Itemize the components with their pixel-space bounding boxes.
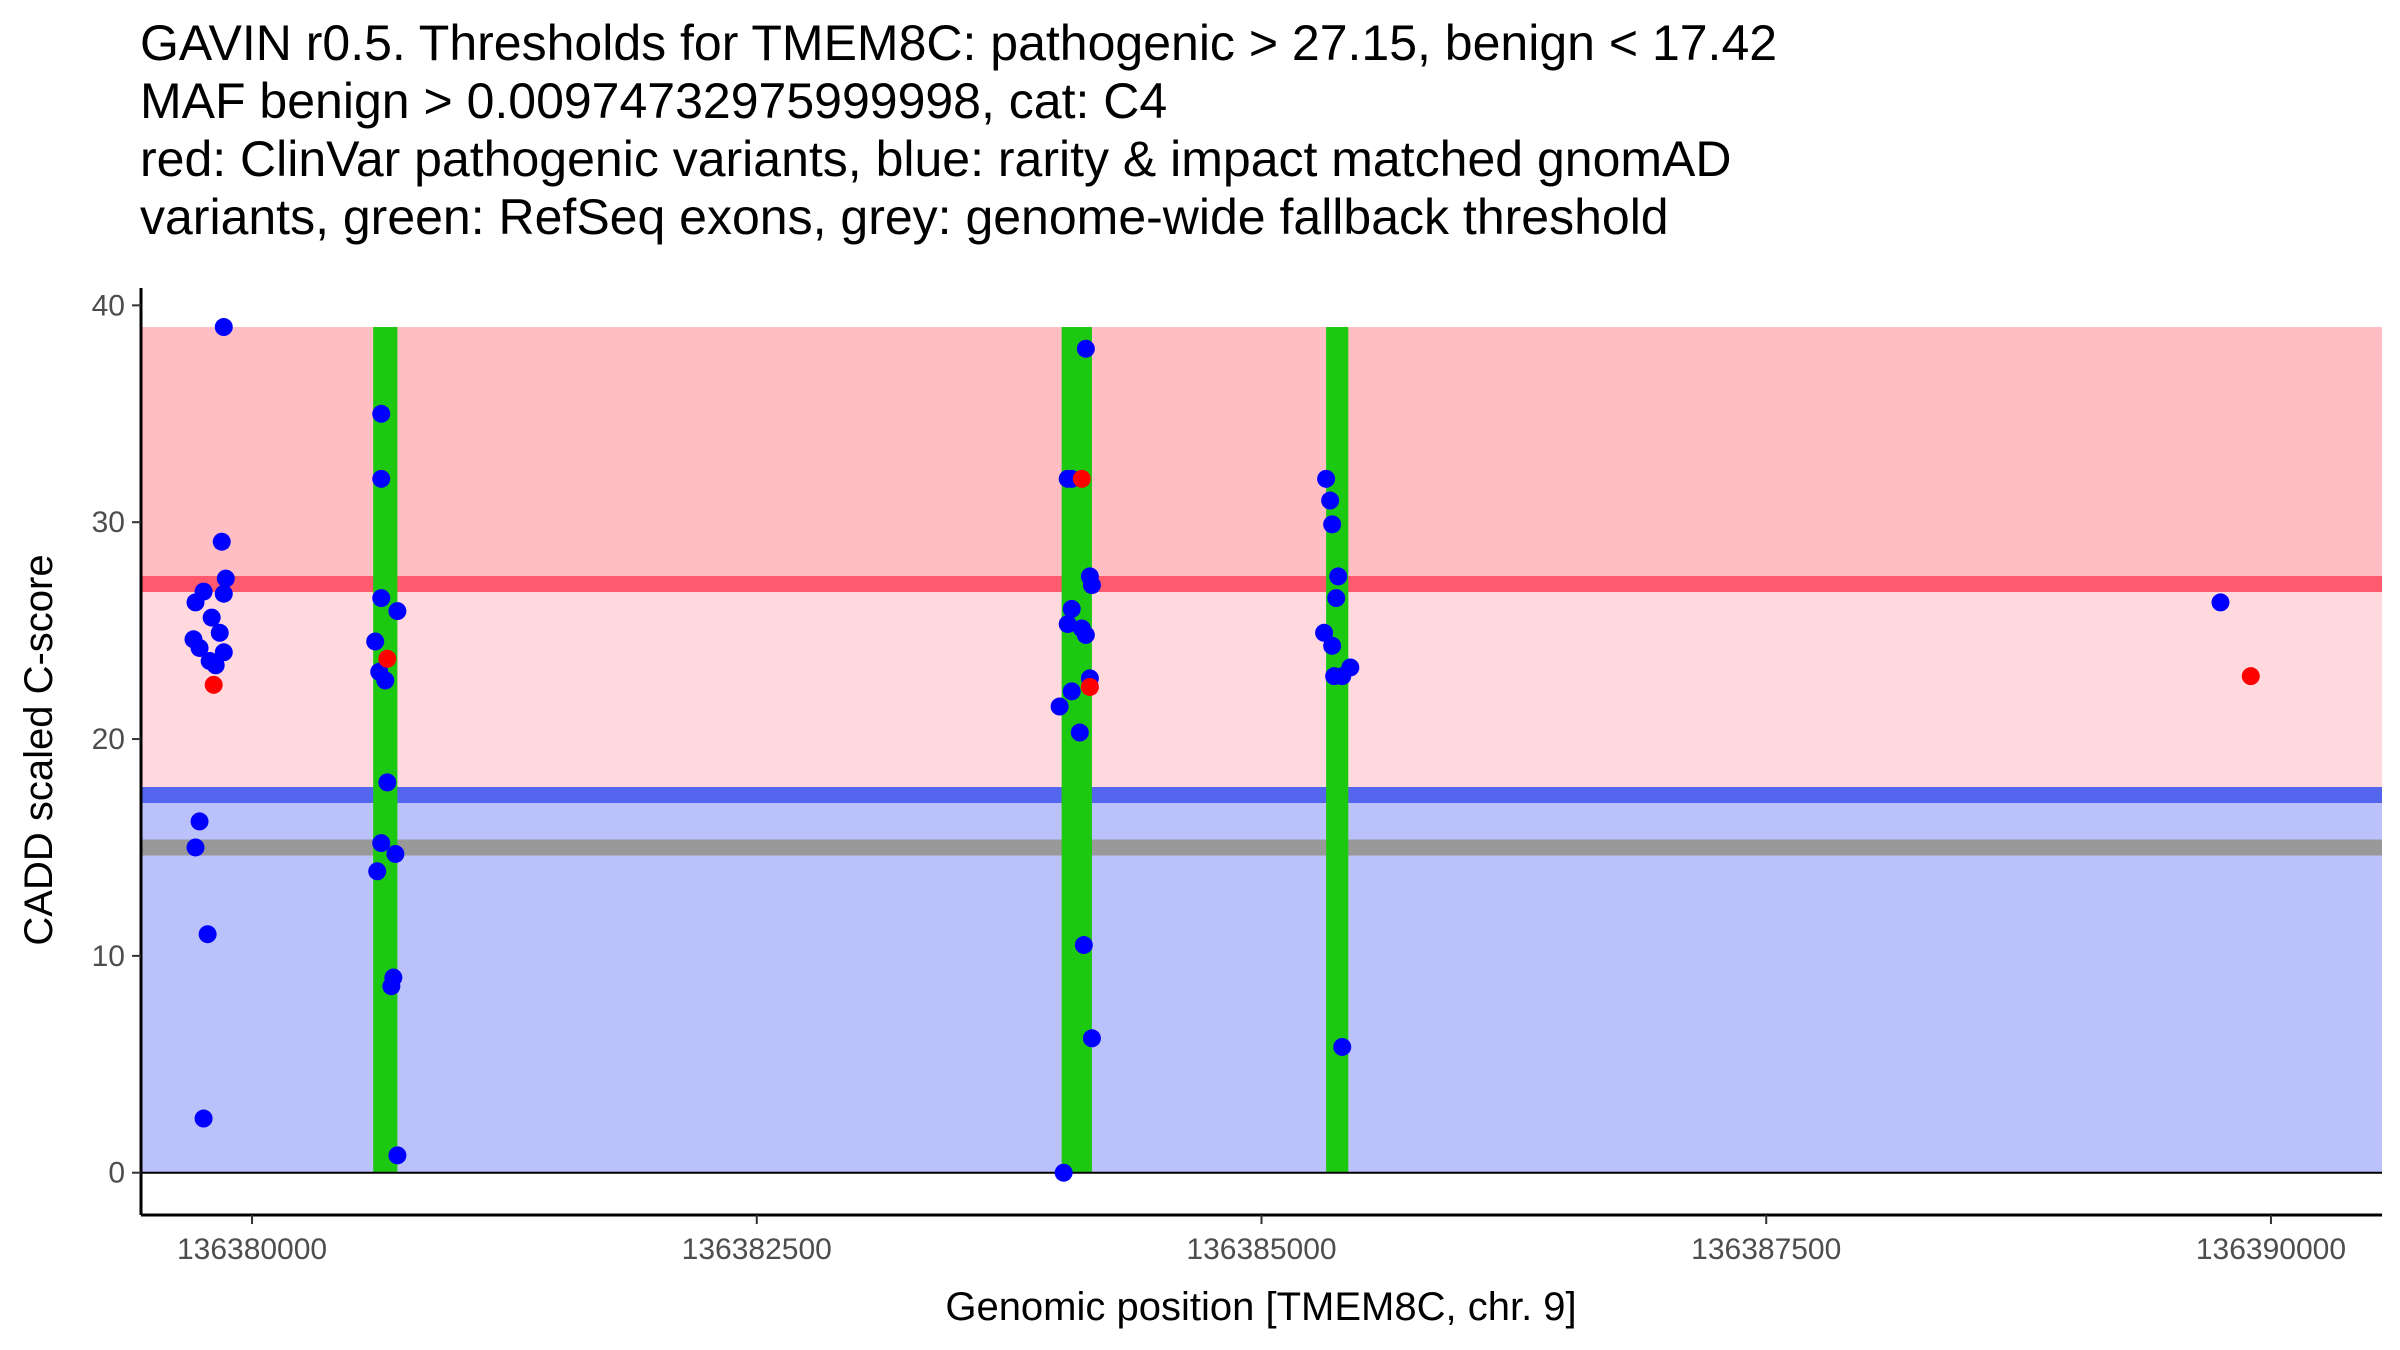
- gnomad-variant-point: [186, 838, 205, 857]
- gnomad-variant-point: [388, 602, 407, 621]
- gnomad-variant-point: [1333, 1037, 1352, 1056]
- exon-bar-1: [373, 327, 398, 1173]
- gnomad-variant-point: [1076, 339, 1095, 358]
- intermediate-region: [141, 583, 2382, 795]
- x-tick-label: 136390000: [2196, 1233, 2346, 1266]
- gnomad-variant-point: [1070, 723, 1089, 742]
- gnomad-variant-point: [1058, 615, 1077, 634]
- gnomad-variant-point: [376, 671, 395, 690]
- gnomad-variant-point: [1076, 625, 1095, 644]
- y-tick-label: 30: [92, 506, 125, 539]
- threshold-lines: [141, 575, 2382, 856]
- threshold-regions: [141, 327, 2382, 1173]
- gnomad-variant-point: [214, 318, 233, 337]
- gnomad-variant-point: [216, 569, 235, 588]
- axes: 0 10 20 30 40 136380000 136382500 136385000 1363…: [92, 288, 2382, 1266]
- gnomad-variant-point: [206, 656, 225, 675]
- y-tick-label: 20: [92, 723, 125, 756]
- gnomad-variant-point: [1054, 1163, 1073, 1182]
- gnomad-variant-point: [1333, 667, 1352, 686]
- x-tick-label: 136387500: [1691, 1233, 1841, 1266]
- gnomad-variant-point: [1062, 599, 1081, 618]
- exon-bars: [373, 327, 1349, 1173]
- gnomad-variant-point: [202, 608, 221, 627]
- gnomad-variant-point: [198, 925, 217, 944]
- gnomad-variant-point: [1050, 697, 1069, 716]
- gnomad-variant-point: [388, 1146, 407, 1165]
- y-tick-label: 0: [108, 1157, 125, 1190]
- clinvar-variant-point: [1072, 469, 1091, 488]
- gnomad-variant-point: [386, 844, 405, 863]
- y-tick-label: 40: [92, 289, 125, 322]
- gnomad-variant-point: [366, 632, 385, 651]
- clinvar-variant-point: [2241, 667, 2260, 686]
- gnomad-variant-point: [190, 812, 209, 831]
- x-tick-label: 136385000: [1186, 1233, 1336, 1266]
- gnomad-variant-point: [2211, 593, 2230, 612]
- gnomad-variant-point: [372, 469, 391, 488]
- gnomad-variant-point: [372, 834, 391, 853]
- chart-title-line-3: red: ClinVar pathogenic variants, blue: …: [140, 131, 1732, 187]
- gnomad-variant-point: [1082, 1029, 1101, 1048]
- chart-title-line-4: variants, green: RefSeq exons, grey: gen…: [140, 189, 1669, 245]
- gnomad-variant-point: [210, 623, 229, 642]
- chart-title-line-1: GAVIN r0.5. Thresholds for TMEM8C: patho…: [140, 15, 1778, 71]
- gnomad-variant-point: [372, 404, 391, 423]
- y-tick-label: 10: [92, 940, 125, 973]
- y-axis-title: CADD scaled C-score: [17, 554, 61, 945]
- gnomad-variant-point: [1074, 936, 1093, 955]
- variant-points: [184, 318, 2260, 1182]
- gnomad-variant-point: [1082, 576, 1101, 595]
- exon-bar-3: [1326, 327, 1349, 1173]
- x-tick-label: 136382500: [682, 1233, 832, 1266]
- benign-region: [141, 794, 2382, 1173]
- gnomad-variant-point: [194, 1109, 213, 1128]
- chart-title-line-2: MAF benign > 0.00974732975999998, cat: C…: [140, 73, 1168, 129]
- x-tick-label: 136380000: [177, 1233, 327, 1266]
- chart-title: GAVIN r0.5. Thresholds for TMEM8C: patho…: [140, 14, 2380, 246]
- x-axis-title: Genomic position [TMEM8C, chr. 9]: [945, 1285, 1576, 1329]
- gnomad-variant-point: [378, 773, 397, 792]
- gnomad-variant-point: [1323, 636, 1342, 655]
- gnomad-variant-point: [1062, 682, 1081, 701]
- gnomad-variant-point: [1323, 515, 1342, 534]
- gnomad-variant-point: [382, 977, 401, 996]
- gnomad-variant-point: [212, 532, 231, 551]
- gnomad-variant-point: [214, 643, 233, 662]
- gnomad-variant-point: [368, 862, 387, 881]
- clinvar-variant-point: [204, 675, 223, 694]
- pathogenic-region: [141, 327, 2382, 584]
- gnomad-variant-point: [190, 638, 209, 657]
- gnomad-variant-point: [214, 584, 233, 603]
- gnomad-variant-point: [186, 593, 205, 612]
- gnomad-variant-point: [1329, 567, 1348, 586]
- gnomad-variant-point: [1321, 491, 1340, 510]
- gnomad-variant-point: [1315, 623, 1334, 642]
- gnomad-variant-point: [1317, 469, 1336, 488]
- clinvar-variant-point: [1080, 677, 1099, 696]
- clinvar-variant-point: [378, 649, 397, 668]
- gnomad-variant-point: [372, 589, 391, 608]
- gnomad-variant-point: [1327, 589, 1346, 608]
